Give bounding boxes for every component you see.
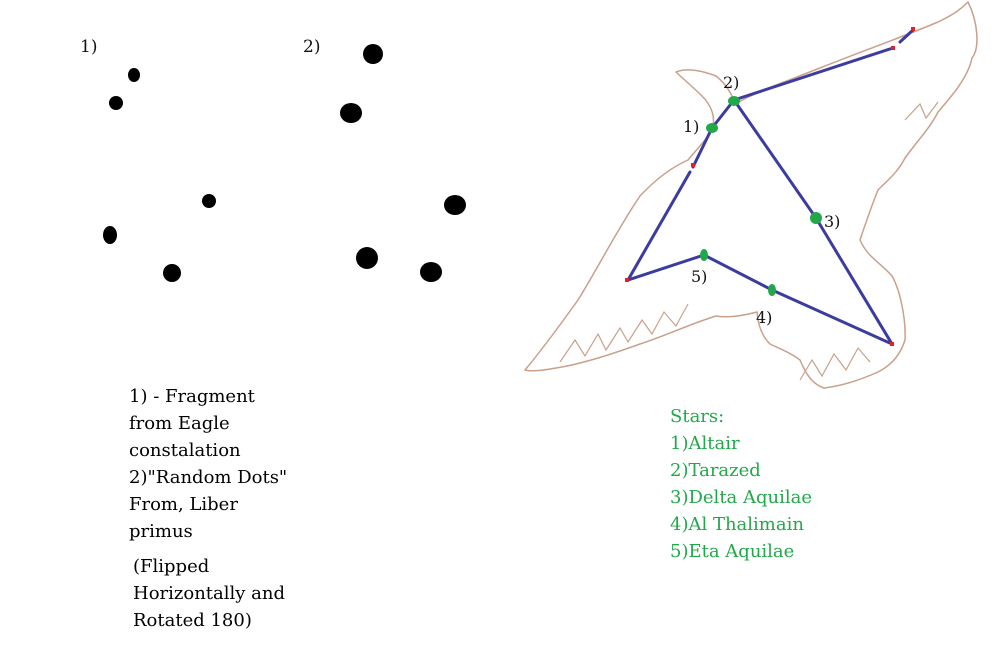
- legend-item: 2)Tarazed: [670, 460, 761, 481]
- caption-note-line: (Flipped: [133, 556, 210, 577]
- constellation-line: [814, 216, 894, 346]
- star-eta-aquilae: [700, 249, 708, 261]
- panel1-dots: [103, 68, 216, 282]
- star-al-thalimain: [768, 284, 776, 296]
- red-stars: [625, 27, 915, 346]
- red-star: [625, 278, 629, 282]
- panel1-dot: [103, 226, 117, 244]
- eagle-feathers: [559, 101, 939, 381]
- panel2-dot: [444, 195, 466, 215]
- red-star: [891, 46, 895, 50]
- star-tarazed: [728, 96, 740, 106]
- panel2-dots: [340, 44, 466, 282]
- caption-line: primus: [129, 521, 193, 542]
- caption-note-line: Horizontally and: [133, 583, 286, 604]
- caption-note-line: Rotated 180): [133, 610, 252, 631]
- constellation-line: [626, 253, 706, 282]
- caption-line: constalation: [129, 440, 241, 461]
- constellation-line: [898, 28, 915, 44]
- caption: 1) - Fragment from Eagle constalation 2)…: [129, 383, 329, 545]
- star-altair: [706, 123, 718, 133]
- caption-line: From, Liber: [129, 494, 238, 515]
- caption-line: 2)"Random Dots": [129, 467, 288, 488]
- caption-note: (Flipped Horizontally and Rotated 180): [133, 553, 333, 634]
- star-label: 1): [683, 117, 699, 136]
- star-label: 5): [691, 267, 707, 286]
- red-star: [890, 342, 894, 346]
- panel1-label: 1): [80, 37, 98, 57]
- star-delta-aquilae: [810, 212, 822, 224]
- panel2-dot: [363, 44, 383, 64]
- legend-item: 1)Altair: [670, 433, 740, 454]
- constellation-lines: [626, 28, 915, 346]
- eagle-outline: [524, 1, 978, 389]
- panel1-dot: [202, 194, 216, 208]
- caption-line: 1) - Fragment: [129, 386, 255, 407]
- star-label: 3): [824, 212, 840, 231]
- red-star: [691, 163, 695, 167]
- panel1-dot: [163, 264, 181, 282]
- green-stars: [700, 96, 822, 296]
- legend-title: Stars:: [670, 406, 725, 427]
- legend-item: 3)Delta Aquilae: [670, 487, 813, 508]
- panel2-dot: [340, 103, 362, 123]
- panel1-dot: [128, 68, 140, 82]
- panel2-dot: [420, 262, 442, 282]
- constellation-line: [626, 170, 692, 282]
- stars-legend: Stars: 1)Altair 2)Tarazed 3)Delta Aquila…: [670, 403, 812, 565]
- panel1-dot: [109, 96, 123, 110]
- constellation-line: [770, 288, 894, 346]
- constellation-line: [732, 98, 818, 220]
- legend-item: 4)Al Thalimain: [670, 514, 804, 535]
- panel2-dot: [356, 247, 378, 269]
- red-star: [911, 27, 915, 31]
- constellation-line: [702, 253, 774, 292]
- panel2-label: 2): [303, 37, 321, 57]
- star-label: 4): [756, 308, 772, 327]
- legend-item: 5)Eta Aquilae: [670, 541, 795, 562]
- constellation-line: [691, 126, 714, 169]
- caption-line: from Eagle: [129, 413, 230, 434]
- star-label: 2): [723, 73, 739, 92]
- constellation-line: [732, 46, 895, 102]
